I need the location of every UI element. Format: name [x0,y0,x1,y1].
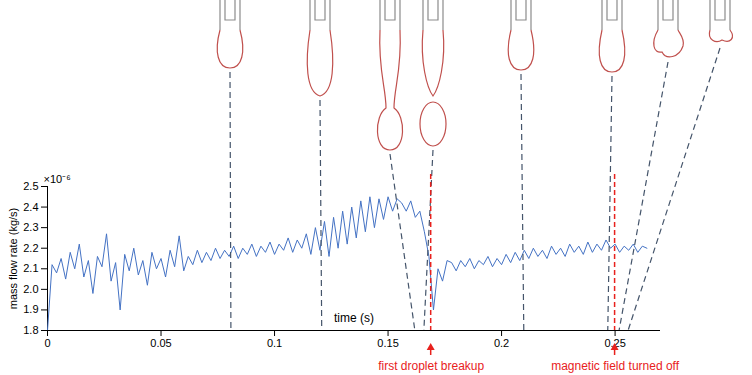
svg-text:2.5: 2.5 [23,180,38,192]
svg-text:2.3: 2.3 [23,221,38,233]
svg-text:2.1: 2.1 [23,262,38,274]
svg-text:×10⁻⁶: ×10⁻⁶ [44,173,71,185]
svg-text:0.2: 0.2 [494,337,509,349]
svg-text:2.4: 2.4 [23,201,38,213]
svg-text:0.1: 0.1 [267,337,282,349]
svg-text:0: 0 [44,337,50,349]
svg-text:0.05: 0.05 [150,337,171,349]
svg-text:1.8: 1.8 [23,324,38,336]
svg-text:time (s): time (s) [334,311,374,325]
svg-text:2.2: 2.2 [23,242,38,254]
svg-text:1.9: 1.9 [23,303,38,315]
svg-text:0.15: 0.15 [377,337,398,349]
svg-text:mass flow rate (kg/s): mass flow rate (kg/s) [7,208,19,309]
svg-text:0.25: 0.25 [604,337,625,349]
svg-text:magnetic field turned off: magnetic field turned off [551,359,680,373]
svg-text:first droplet breakup: first droplet breakup [378,359,484,373]
svg-text:2.0: 2.0 [23,283,38,295]
